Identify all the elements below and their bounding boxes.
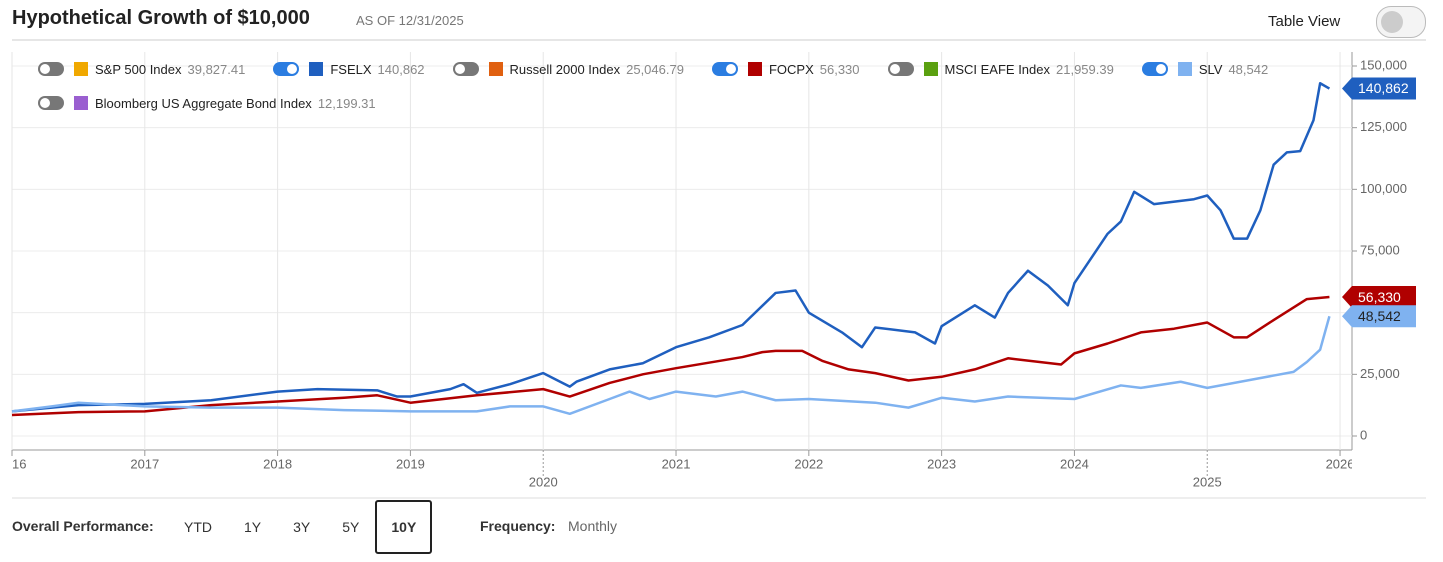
end-flag bbox=[1342, 305, 1416, 328]
legend-value: 56,330 bbox=[819, 61, 860, 77]
legend-name: SLV bbox=[1198, 61, 1223, 77]
legend-swatch bbox=[74, 62, 88, 76]
period-button[interactable]: 5Y bbox=[342, 519, 360, 535]
y-tick-label: 100,000 bbox=[1360, 181, 1407, 196]
series-line bbox=[11, 82, 1331, 413]
legend-swatch bbox=[923, 62, 938, 76]
x-tick-label: 2016 bbox=[0, 456, 26, 471]
lines bbox=[11, 82, 1331, 417]
toggle-knob bbox=[287, 64, 298, 74]
legend-value: 48,542 bbox=[1228, 61, 1269, 77]
x-tick-label: 2026 bbox=[1326, 456, 1355, 471]
periods: YTD 1Y 3Y 5Y 10Y bbox=[168, 499, 433, 555]
legend-item[interactable]: Bloomberg US Aggregate Bond Index 12,199.… bbox=[38, 93, 376, 113]
toggle[interactable] bbox=[273, 62, 300, 76]
toggle[interactable] bbox=[711, 62, 738, 76]
legend-value: 12,199.31 bbox=[317, 95, 376, 111]
legend-name: FSELX bbox=[330, 61, 372, 77]
y-tick-label: 0 bbox=[1360, 427, 1367, 442]
period-button[interactable]: 3Y bbox=[293, 519, 311, 535]
frequency-label: Frequency: bbox=[480, 518, 556, 534]
x-tick-label: 2023 bbox=[927, 456, 956, 471]
legend-name: Bloomberg US Aggregate Bond Index bbox=[95, 95, 312, 111]
legend-swatch bbox=[1177, 62, 1192, 76]
title: Hypothetical Growth of $10,000 bbox=[12, 7, 310, 29]
legend-name: S&P 500 Index bbox=[95, 61, 182, 77]
end-label: 56,330 bbox=[1358, 289, 1401, 305]
toggle[interactable] bbox=[38, 96, 64, 110]
toggle-knob bbox=[1155, 64, 1166, 74]
legend-value: 21,959.39 bbox=[1056, 61, 1114, 77]
x-tick-label: 2025 bbox=[1193, 474, 1222, 489]
y-tick-label: 25,000 bbox=[1360, 366, 1400, 381]
x-tick-label: 2020 bbox=[529, 474, 558, 489]
y-tick-label: 150,000 bbox=[1360, 57, 1407, 72]
legend-value: 140,862 bbox=[377, 61, 425, 77]
series-line bbox=[11, 315, 1331, 416]
legend-item[interactable]: MSCI EAFE Index 21,959.39 bbox=[887, 59, 1114, 79]
x-tick-label: 2019 bbox=[396, 456, 425, 471]
period-button[interactable]: YTD bbox=[184, 519, 212, 535]
period-button[interactable]: 10Y bbox=[375, 500, 433, 554]
series-line bbox=[11, 295, 1330, 417]
toggle[interactable] bbox=[452, 62, 479, 76]
legend-name: FOCPX bbox=[768, 61, 814, 77]
toggle[interactable] bbox=[1141, 62, 1168, 76]
end-label: 140,862 bbox=[1358, 80, 1409, 96]
x-labels: 2016 2017 2018 2019 2020 2021 2022 2023 2024 2025… bbox=[0, 456, 1355, 489]
table-view-label: Table View bbox=[1268, 13, 1341, 30]
legend-swatch bbox=[74, 96, 88, 110]
y-tick-label: 75,000 bbox=[1360, 242, 1400, 257]
x-tick-label: 2018 bbox=[263, 456, 292, 471]
legend-item[interactable]: S&P 500 Index 39,827.41 bbox=[38, 59, 245, 79]
legend-name: Russell 2000 Index bbox=[509, 61, 621, 77]
table-view-toggle[interactable] bbox=[1376, 6, 1426, 38]
end-label: 48,542 bbox=[1358, 308, 1401, 324]
end-flag bbox=[1342, 77, 1416, 100]
flags: 140,862 56,330 48,542 bbox=[1342, 77, 1416, 328]
x-tick-label: 2017 bbox=[130, 456, 159, 471]
toggle-knob bbox=[40, 64, 50, 74]
frequency[interactable]: Monthly bbox=[568, 518, 618, 534]
legend-name: MSCI EAFE Index bbox=[944, 61, 1050, 77]
legend-item[interactable]: FOCPX 56,330 bbox=[711, 59, 860, 79]
legend-item[interactable]: FSELX 140,862 bbox=[273, 59, 425, 79]
legend-swatch bbox=[488, 62, 503, 76]
toggle-knob bbox=[454, 64, 465, 74]
legend-swatch bbox=[309, 62, 324, 76]
as-of: AS OF 12/31/2025 bbox=[356, 13, 464, 28]
x-tick-label: 2021 bbox=[662, 456, 691, 471]
legend-item[interactable]: SLV 48,542 bbox=[1141, 59, 1269, 79]
period-button[interactable]: 1Y bbox=[244, 519, 262, 535]
legend-value: 39,827.41 bbox=[187, 61, 246, 77]
legend-swatch bbox=[747, 62, 762, 76]
x-tick-label: 2022 bbox=[794, 456, 823, 471]
legend-value: 25,046.79 bbox=[626, 61, 684, 77]
end-flag bbox=[1342, 286, 1416, 309]
toggle[interactable] bbox=[887, 62, 914, 76]
toggle[interactable] bbox=[38, 62, 64, 76]
x-tick-label: 2024 bbox=[1060, 456, 1089, 471]
toggle-knob bbox=[725, 64, 736, 74]
legend: S&P 500 Index 39,827.41 FSELX 140,862 Russel… bbox=[38, 59, 1338, 113]
legend-item[interactable]: Russell 2000 Index 25,046.79 bbox=[452, 59, 684, 79]
y-tick-label: 125,000 bbox=[1360, 119, 1407, 134]
toggle-knob bbox=[40, 98, 50, 108]
performance-label: Overall Performance: bbox=[12, 518, 154, 534]
toggle-knob bbox=[889, 64, 900, 74]
